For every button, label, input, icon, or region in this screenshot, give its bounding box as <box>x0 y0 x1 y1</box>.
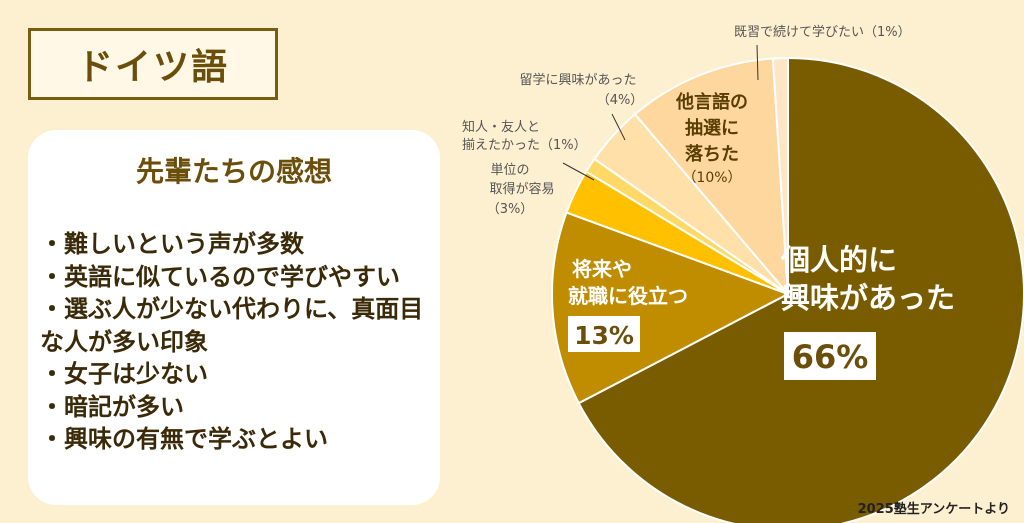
impression-item: ・英語に似ているので学びやすい <box>40 262 400 291</box>
slice-value-study-abroad: （4%） <box>597 93 644 108</box>
pie-slice-0 <box>577 56 1024 523</box>
slice-label-continue: 既習で続けて学びたい（1%） <box>734 24 911 40</box>
impression-item: ・難しいという声が多数 <box>40 230 304 258</box>
impression-item: ・選ぶ人が少ない代わりに、真面目な人が多い印象 <box>40 295 424 356</box>
page-title: ドイツ語 <box>28 28 278 100</box>
slice-label-study-abroad: 留学に興味があった <box>519 72 636 88</box>
slice-label-credits-line1: 単位の <box>490 162 529 178</box>
slice-value-lottery: （10%） <box>682 170 741 186</box>
pie-slice-1 <box>551 211 791 405</box>
leader-line <box>611 113 626 141</box>
slice-value-credits: （3%） <box>487 202 534 217</box>
slice-label-friends-line1: 知人・友人と <box>462 119 540 135</box>
slice-value-box <box>784 332 876 380</box>
leader-line <box>756 44 759 81</box>
slice-label-lottery-line2: 抽選に <box>685 117 739 139</box>
slice-value-box <box>568 316 640 352</box>
slice-value-friends: （1%） <box>540 138 587 153</box>
pie-slice-6 <box>771 56 789 295</box>
panel-heading: 先輩たちの感想 <box>135 155 332 188</box>
impressions-list: ・難しいという声が多数 ・英語に似ているので学びやすい ・選ぶ人が少ない代わりに… <box>40 228 436 456</box>
impression-item: ・女子は少ない <box>40 360 208 388</box>
slice-label-career-line2: 就職に役立つ <box>568 284 688 308</box>
slice-label-lottery-line3: 落ちた <box>685 144 739 165</box>
slice-label-career-line1: 将来や <box>572 257 632 281</box>
senior-impressions-panel: 先輩たちの感想 ・難しいという声が多数 ・英語に似ているので学びやすい ・選ぶ人… <box>28 130 440 505</box>
slice-label-friends-line2: 揃えたかった（1%） <box>462 137 587 153</box>
leader-line <box>562 162 595 181</box>
slice-label-credits-line2: 取得が容易 <box>489 181 554 197</box>
slice-value-career: 13% <box>574 321 634 350</box>
impression-item: ・暗記が多い <box>40 392 184 421</box>
impression-item: ・興味の有無で学ぶとよい <box>40 425 328 453</box>
source-note: 2025塾生アンケートより <box>857 502 1010 517</box>
slice-value-interest: 66% <box>792 338 869 376</box>
slice-value-continue: （1%） <box>864 25 911 40</box>
slice-label-interest-line1: 個人的に <box>780 243 897 277</box>
slice-label-lottery-line1: 他言語の <box>675 91 748 113</box>
pie-slice-5 <box>633 57 790 297</box>
slice-label-interest-line2: 興味があった <box>781 281 955 315</box>
